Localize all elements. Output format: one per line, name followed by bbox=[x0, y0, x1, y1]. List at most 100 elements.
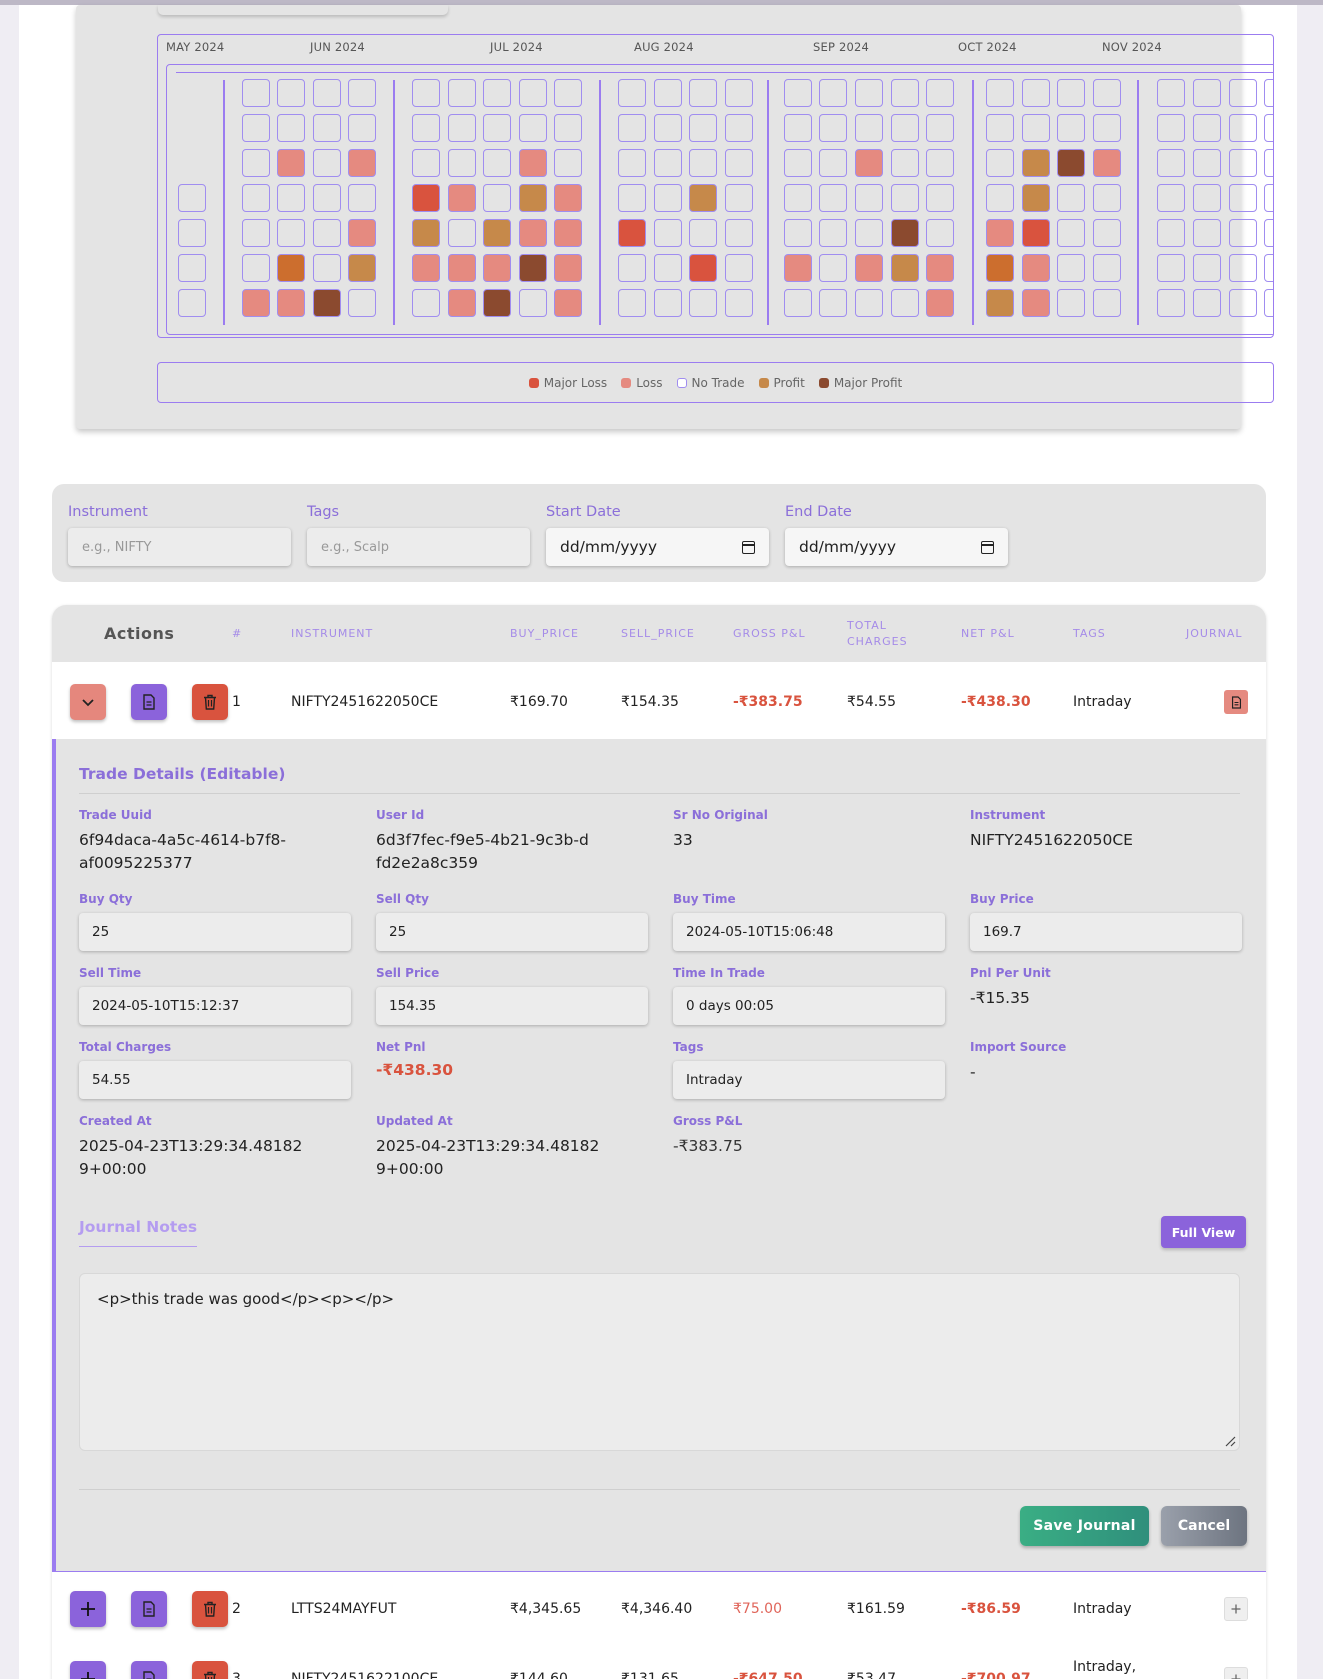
heatmap-day-cell[interactable] bbox=[1193, 289, 1221, 317]
heatmap-day-cell[interactable] bbox=[725, 219, 753, 247]
heatmap-day-cell[interactable] bbox=[348, 219, 376, 247]
heatmap-day-cell[interactable] bbox=[986, 149, 1014, 177]
heatmap-day-cell[interactable] bbox=[348, 79, 376, 107]
heatmap-day-cell[interactable] bbox=[448, 114, 476, 142]
heatmap-day-cell[interactable] bbox=[519, 149, 547, 177]
collapse-row-button[interactable] bbox=[70, 684, 106, 720]
heatmap-day-cell[interactable] bbox=[519, 254, 547, 282]
journal-notes-textarea[interactable]: <p>this trade was good</p><p></p> bbox=[79, 1273, 1240, 1451]
buy-time-input[interactable]: 2024-05-10T15:06:48 bbox=[673, 913, 945, 951]
heatmap-day-cell[interactable] bbox=[483, 184, 511, 212]
heatmap-day-cell[interactable] bbox=[1264, 114, 1273, 142]
heatmap-day-cell[interactable] bbox=[784, 254, 812, 282]
heatmap-day-cell[interactable] bbox=[1264, 79, 1273, 107]
heatmap-day-cell[interactable] bbox=[448, 289, 476, 317]
heatmap-day-cell[interactable] bbox=[178, 254, 206, 282]
heatmap-day-cell[interactable] bbox=[1157, 79, 1185, 107]
heatmap-day-cell[interactable] bbox=[412, 79, 440, 107]
heatmap-day-cell[interactable] bbox=[926, 184, 954, 212]
heatmap-day-cell[interactable] bbox=[1193, 184, 1221, 212]
heatmap-day-cell[interactable] bbox=[855, 254, 883, 282]
heatmap-day-cell[interactable] bbox=[986, 79, 1014, 107]
open-journal-button[interactable] bbox=[131, 1591, 167, 1627]
heatmap-day-cell[interactable] bbox=[1093, 114, 1121, 142]
heatmap-day-cell[interactable] bbox=[348, 149, 376, 177]
heatmap-day-cell[interactable] bbox=[483, 254, 511, 282]
heatmap-day-cell[interactable] bbox=[348, 184, 376, 212]
heatmap-day-cell[interactable] bbox=[891, 114, 919, 142]
heatmap-day-cell[interactable] bbox=[1264, 254, 1273, 282]
heatmap-day-cell[interactable] bbox=[412, 114, 440, 142]
heatmap-day-cell[interactable] bbox=[784, 114, 812, 142]
header-instrument[interactable]: INSTRUMENT bbox=[291, 626, 374, 640]
header-buy-price[interactable]: BUY_PRICE bbox=[510, 626, 579, 640]
heatmap-day-cell[interactable] bbox=[855, 219, 883, 247]
heatmap-day-cell[interactable] bbox=[1057, 149, 1085, 177]
heatmap-day-cell[interactable] bbox=[554, 184, 582, 212]
add-journal-button[interactable] bbox=[1224, 1667, 1248, 1679]
heatmap-day-cell[interactable] bbox=[725, 149, 753, 177]
header-total-charges[interactable]: TOTAL CHARGES bbox=[847, 618, 908, 648]
heatmap-day-cell[interactable] bbox=[313, 184, 341, 212]
open-journal-button[interactable] bbox=[131, 684, 167, 720]
heatmap-day-cell[interactable] bbox=[313, 114, 341, 142]
heatmap-day-cell[interactable] bbox=[855, 79, 883, 107]
heatmap-day-cell[interactable] bbox=[313, 219, 341, 247]
heatmap-day-cell[interactable] bbox=[554, 79, 582, 107]
heatmap-day-cell[interactable] bbox=[178, 289, 206, 317]
heatmap-day-cell[interactable] bbox=[855, 149, 883, 177]
heatmap-day-cell[interactable] bbox=[242, 149, 270, 177]
heatmap-day-cell[interactable] bbox=[1093, 254, 1121, 282]
heatmap-day-cell[interactable] bbox=[689, 114, 717, 142]
heatmap-day-cell[interactable] bbox=[784, 184, 812, 212]
heatmap-day-cell[interactable] bbox=[1057, 184, 1085, 212]
heatmap-day-cell[interactable] bbox=[855, 114, 883, 142]
full-view-button[interactable]: Full View bbox=[1161, 1216, 1246, 1248]
start-date-input[interactable]: dd/mm/yyyy bbox=[546, 528, 769, 566]
heatmap-day-cell[interactable] bbox=[1229, 219, 1257, 247]
heatmap-day-cell[interactable] bbox=[448, 184, 476, 212]
heatmap-day-cell[interactable] bbox=[689, 219, 717, 247]
heatmap-day-cell[interactable] bbox=[483, 114, 511, 142]
heatmap-day-cell[interactable] bbox=[277, 254, 305, 282]
header-gross-pnl[interactable]: GROSS P&L bbox=[733, 626, 806, 640]
heatmap-day-cell[interactable] bbox=[554, 149, 582, 177]
heatmap-day-cell[interactable] bbox=[554, 114, 582, 142]
heatmap-day-cell[interactable] bbox=[1057, 114, 1085, 142]
heatmap-day-cell[interactable] bbox=[412, 149, 440, 177]
table-row[interactable]: 2 LTTS24MAYFUT ₹4,345.65 ₹4,346.40 ₹75.0… bbox=[52, 1574, 1266, 1644]
heatmap-day-cell[interactable] bbox=[725, 289, 753, 317]
heatmap-day-cell[interactable] bbox=[483, 149, 511, 177]
heatmap-day-cell[interactable] bbox=[725, 114, 753, 142]
heatmap-day-cell[interactable] bbox=[1193, 79, 1221, 107]
heatmap-day-cell[interactable] bbox=[1057, 254, 1085, 282]
heatmap-day-cell[interactable] bbox=[784, 289, 812, 317]
heatmap-day-cell[interactable] bbox=[618, 289, 646, 317]
sell-price-input[interactable]: 154.35 bbox=[376, 987, 648, 1025]
heatmap-day-cell[interactable] bbox=[178, 219, 206, 247]
heatmap-day-cell[interactable] bbox=[277, 289, 305, 317]
calendar-icon[interactable] bbox=[981, 540, 994, 554]
expand-row-button[interactable] bbox=[70, 1661, 106, 1679]
header-sell-price[interactable]: SELL_PRICE bbox=[621, 626, 695, 640]
tags-filter-input[interactable]: e.g., Scalp bbox=[307, 528, 530, 566]
add-journal-button[interactable] bbox=[1224, 1597, 1248, 1621]
open-journal-button[interactable] bbox=[131, 1661, 167, 1679]
heatmap-day-cell[interactable] bbox=[926, 219, 954, 247]
journal-indicator-button[interactable] bbox=[1224, 690, 1248, 714]
time-in-trade-input[interactable]: 0 days 00:05 bbox=[673, 987, 945, 1025]
heatmap-day-cell[interactable] bbox=[926, 114, 954, 142]
heatmap-day-cell[interactable] bbox=[1022, 254, 1050, 282]
heatmap-day-cell[interactable] bbox=[1157, 114, 1185, 142]
cancel-button[interactable]: Cancel bbox=[1161, 1506, 1247, 1546]
heatmap-day-cell[interactable] bbox=[1264, 149, 1273, 177]
sell-qty-input[interactable]: 25 bbox=[376, 913, 648, 951]
buy-qty-input[interactable]: 25 bbox=[79, 913, 351, 951]
heatmap-day-cell[interactable] bbox=[448, 149, 476, 177]
save-journal-button[interactable]: Save Journal bbox=[1020, 1506, 1149, 1546]
heatmap-day-cell[interactable] bbox=[689, 184, 717, 212]
header-tags[interactable]: TAGS bbox=[1073, 626, 1106, 640]
heatmap-day-cell[interactable] bbox=[1057, 219, 1085, 247]
heatmap-day-cell[interactable] bbox=[313, 149, 341, 177]
heatmap-day-cell[interactable] bbox=[242, 184, 270, 212]
